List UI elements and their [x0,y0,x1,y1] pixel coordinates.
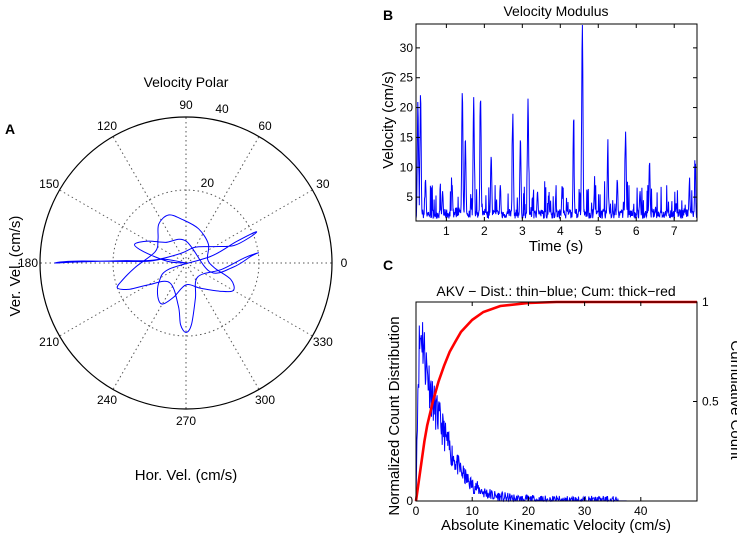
polar-spoke [185,262,313,337]
modulus-xtick-label: 6 [633,224,640,238]
polar-angle-label-150: 150 [39,177,59,191]
akv-left-ytick-label: 0 [406,494,413,508]
modulus-xtick-label: 5 [595,224,602,238]
akv-distribution-trace [415,322,697,503]
modulus-ytick-label: 10 [400,160,414,174]
polar-radial-label-40: 40 [215,102,229,116]
polar-angle-label-90: 90 [179,98,193,112]
polar-spoke [185,262,260,390]
modulus-xtick-label: 3 [519,224,526,238]
akv-right-ytick-label: 1 [702,295,709,309]
akv-xtick-label: 10 [466,504,480,518]
akv-right-ytick-label: 0.5 [702,395,719,409]
panel-b-letter: B [383,7,393,23]
polar-angle-label-0: 0 [341,256,348,270]
polar-angle-label-30: 30 [316,177,330,191]
velocity-modulus-chart: B Velocity Modulus 1 2 3 4 5 6 7 5 10 15… [380,3,698,255]
polar-radial-label-20: 20 [201,176,215,190]
modulus-ytick-label: 15 [400,130,414,144]
modulus-ytick-label: 25 [400,71,414,85]
modulus-ytick-label: 30 [400,41,414,55]
modulus-ytick-label: 20 [400,101,414,115]
panel-a-letter: A [5,121,15,137]
modulus-axes-frame [415,23,698,222]
polar-spoke [112,262,187,390]
polar-outer-ring [39,116,333,410]
akv-xtick-label: 30 [578,504,592,518]
polar-angle-label-60: 60 [258,119,272,133]
modulus-xtick-label: 7 [671,224,678,238]
panel-c-letter: C [383,257,393,273]
polar-inner-ring [112,189,260,337]
modulus-velocity-trace [415,24,698,221]
polar-spoke [59,262,187,337]
modulus-xtick-label: 2 [481,224,488,238]
akv-xtick-label: 0 [413,504,420,518]
polar-radial-labels: 20 40 [201,102,229,190]
polar-angle-label-240: 240 [97,393,117,407]
polar-angle-label-330: 330 [313,335,333,349]
polar-angle-label-210: 210 [39,335,59,349]
modulus-xticks: 1 2 3 4 5 6 7 [443,224,678,238]
modulus-ytick-label: 5 [406,190,413,204]
polar-title: Velocity Polar [144,74,229,90]
polar-angle-label-120: 120 [97,119,117,133]
modulus-tick-marks [416,24,697,221]
polar-velocity-trace [54,214,260,333]
akv-right-ylabel: Cumulative Count [727,340,737,460]
polar-xlabel: Hor. Vel. (cm/s) [135,467,238,484]
modulus-xtick-label: 1 [443,224,450,238]
polar-angle-label-180: 180 [18,256,38,270]
modulus-xlabel: Time (s) [529,238,583,255]
akv-left-ylabel: Normalized Count Distribution [386,316,403,515]
akv-xtick-label: 20 [522,504,536,518]
polar-angle-label-300: 300 [255,393,275,407]
akv-tick-marks [415,301,697,501]
modulus-xtick-label: 4 [557,224,564,238]
akv-xlabel: Absolute Kinematic Velocity (cm/s) [441,517,671,534]
polar-spoke [112,136,187,264]
akv-xticks: 0 10 20 30 40 [413,504,648,518]
akv-title: AKV − Dist.: thin−blue; Cum: thick−red [436,283,675,299]
modulus-yticks: 5 10 15 20 25 30 [400,41,414,204]
velocity-polar-chart: A Velocity Polar 20 40 0 30 60 90 120 15… [5,74,348,484]
akv-xtick-label: 40 [634,504,648,518]
modulus-title: Velocity Modulus [503,3,608,19]
polar-spoke [59,189,187,264]
polar-angle-label-270: 270 [176,414,196,428]
modulus-ylabel: Velocity (cm/s) [380,71,397,169]
polar-spoke [185,136,260,264]
polar-ylabel: Ver. Vel. (cm/s) [7,216,24,317]
polar-angle-labels: 0 30 60 90 120 150 180 210 240 270 300 3… [18,98,348,428]
akv-distribution-chart: C AKV − Dist.: thin−blue; Cum: thick−red… [383,257,737,534]
